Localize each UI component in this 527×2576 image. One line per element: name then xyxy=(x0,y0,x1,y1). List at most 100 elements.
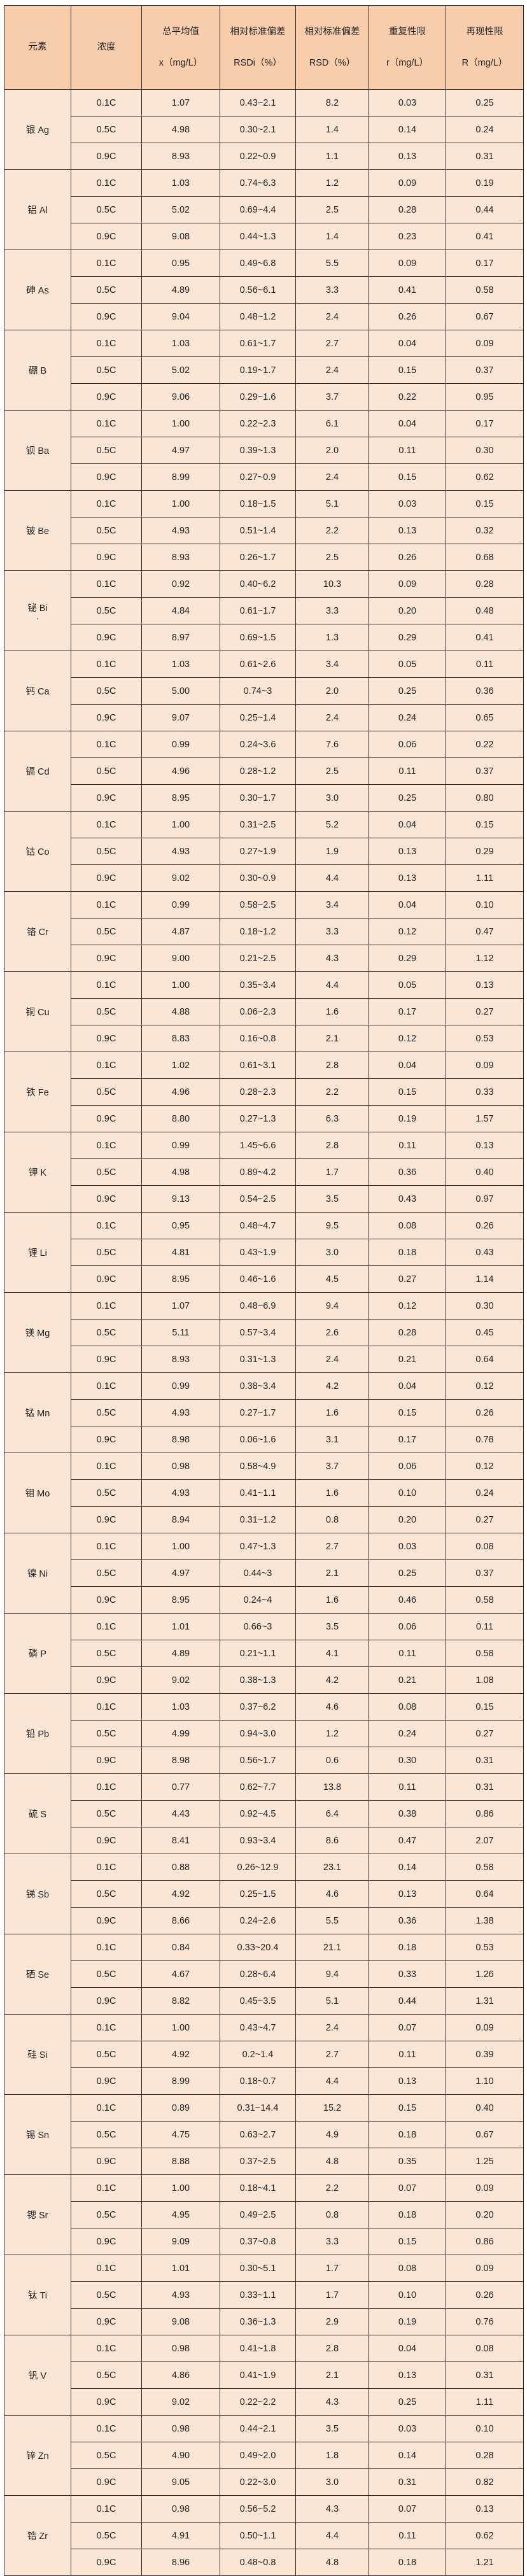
reproducibility-cell: 0.95 xyxy=(446,383,524,411)
concentration-cell: 0.1C xyxy=(71,2415,142,2442)
rsd-cell: 2.4 xyxy=(295,303,369,330)
repeatability-cell: 0.38 xyxy=(369,1800,446,1827)
table-row: 0.5C 4.92 0.2~1.4 2.7 0.11 0.39 xyxy=(4,2041,524,2068)
rsd-cell: 5.1 xyxy=(295,1987,369,2015)
mean-cell: 9.04 xyxy=(141,303,220,330)
reproducibility-cell: 0.08 xyxy=(446,2335,524,2362)
rsdi-cell: 0.31~1.2 xyxy=(220,1506,296,1533)
concentration-cell: 0.5C xyxy=(71,1880,142,1908)
element-cell: 铍 Be xyxy=(4,490,71,571)
rsdi-cell: 0.69~1.5 xyxy=(220,624,296,651)
concentration-cell: 0.9C xyxy=(71,1586,142,1614)
mean-cell: 4.90 xyxy=(141,2442,220,2469)
element-label: 铅 Pb xyxy=(25,1729,50,1740)
reproducibility-cell: 0.58 xyxy=(446,276,524,304)
concentration-cell: 0.1C xyxy=(71,1773,142,1801)
table-row: 0.9C 9.06 0.29~1.6 3.7 0.22 0.95 xyxy=(4,383,524,411)
mean-cell: 4.96 xyxy=(141,757,220,785)
element-label: 铋 Bi xyxy=(27,603,48,614)
reproducibility-cell: 0.13 xyxy=(446,1132,524,1159)
concentration-cell: 0.9C xyxy=(71,784,142,812)
mean-cell: 4.97 xyxy=(141,437,220,464)
precision-table: 元素 浓度 总平均值 x（mg/L） 相对标准偏差 RSDi（%） 相对标准偏差 RS… xyxy=(4,5,524,2576)
mean-cell: 4.98 xyxy=(141,116,220,143)
table-header-row: 元素 浓度 总平均值 x（mg/L） 相对标准偏差 RSDi（%） 相对标准偏差 RS… xyxy=(4,5,524,90)
rsd-cell: 1.9 xyxy=(295,838,369,865)
mean-cell: 5.02 xyxy=(141,356,220,384)
repeatability-cell: 0.23 xyxy=(369,223,446,250)
element-label: 铝 Al xyxy=(27,206,48,216)
rsd-cell: 4.4 xyxy=(295,864,369,892)
rsd-cell: 2.4 xyxy=(295,1346,369,1373)
element-label: 钛 Ti xyxy=(27,2291,48,2301)
mean-cell: 1.00 xyxy=(141,490,220,517)
repeatability-cell: 0.05 xyxy=(369,651,446,678)
mean-cell: 0.92 xyxy=(141,570,220,598)
repeatability-cell: 0.24 xyxy=(369,704,446,731)
rsdi-cell: 0.45~3.5 xyxy=(220,1987,296,2015)
concentration-cell: 0.5C xyxy=(71,918,142,945)
table-row: 硼 B 0.1C 1.03 0.61~1.7 2.7 0.04 0.09 xyxy=(4,330,524,411)
rsdi-cell: 0.56~6.1 xyxy=(220,276,296,304)
concentration-cell: 0.9C xyxy=(71,1827,142,1854)
element-cell: 铁 Fe xyxy=(4,1052,71,1132)
reproducibility-cell: 1.12 xyxy=(446,945,524,972)
concentration-cell: 0.9C xyxy=(71,1105,142,1132)
reproducibility-cell: 0.31 xyxy=(446,1747,524,1774)
rsdi-cell: 0.38~3.4 xyxy=(220,1372,296,1400)
rsdi-cell: 0.61~2.6 xyxy=(220,651,296,678)
mean-cell: 4.95 xyxy=(141,2201,220,2228)
reproducibility-cell: 1.11 xyxy=(446,864,524,892)
concentration-cell: 0.5C xyxy=(71,677,142,705)
table-row: 0.9C 8.98 0.06~1.6 3.1 0.17 0.78 xyxy=(4,1426,524,1453)
table-row: 0.5C 4.93 0.27~1.9 1.9 0.13 0.29 xyxy=(4,838,524,865)
mean-cell: 4.93 xyxy=(141,1399,220,1426)
rsd-cell: 2.0 xyxy=(295,677,369,705)
mean-cell: 0.98 xyxy=(141,2335,220,2362)
mean-cell: 4.88 xyxy=(141,998,220,1025)
rsd-cell: 2.9 xyxy=(295,2308,369,2335)
rsd-cell: 3.3 xyxy=(295,276,369,304)
reproducibility-cell: 0.36 xyxy=(446,677,524,705)
repeatability-cell: 0.12 xyxy=(369,1292,446,1320)
concentration-cell: 0.1C xyxy=(71,1693,142,1721)
element-cell: 锌 Zn xyxy=(4,2415,71,2496)
repeatability-cell: 0.06 xyxy=(369,1613,446,1640)
table-row: 0.9C 8.41 0.93~3.4 8.6 0.47 2.07 xyxy=(4,1827,524,1854)
table-row: 0.5C 4.88 0.06~2.3 1.6 0.17 0.27 xyxy=(4,998,524,1025)
mean-cell: 8.41 xyxy=(141,1827,220,1854)
reproducibility-cell: 0.30 xyxy=(446,1292,524,1320)
concentration-cell: 0.9C xyxy=(71,2228,142,2255)
concentration-cell: 0.9C xyxy=(71,383,142,411)
table-row: 0.9C 8.99 0.18~0.7 4.4 0.13 1.10 xyxy=(4,2067,524,2095)
element-cell: 铬 Cr xyxy=(4,891,71,972)
rsdi-cell: 0.49~2.5 xyxy=(220,2201,296,2228)
mean-cell: 8.80 xyxy=(141,1105,220,1132)
mean-cell: 4.67 xyxy=(141,1960,220,1988)
rsd-cell: 2.1 xyxy=(295,1559,369,1587)
rsd-cell: 3.7 xyxy=(295,383,369,411)
mean-cell: 0.89 xyxy=(141,2094,220,2122)
rsdi-cell: 0.24~2.6 xyxy=(220,1907,296,1934)
element-label: 锂 Li xyxy=(28,1248,47,1258)
table-row: 砷 As 0.1C 0.95 0.49~6.8 5.5 0.09 0.17 xyxy=(4,250,524,330)
element-cell: 镉 Cd xyxy=(4,731,71,812)
repeatability-cell: 0.26 xyxy=(369,544,446,571)
rsdi-cell: 0.66~3 xyxy=(220,1613,296,1640)
rsd-cell: 3.0 xyxy=(295,2468,369,2496)
table-row: 0.9C 8.80 0.27~1.3 6.3 0.19 1.57 xyxy=(4,1105,524,1132)
reproducibility-cell: 0.58 xyxy=(446,1854,524,1881)
rsd-cell: 6.4 xyxy=(295,1800,369,1827)
table-row: 0.5C 5.02 0.19~1.7 2.4 0.15 0.37 xyxy=(4,356,524,384)
rsd-cell: 9.4 xyxy=(295,1292,369,1320)
concentration-cell: 0.5C xyxy=(71,1078,142,1106)
mean-cell: 8.99 xyxy=(141,463,220,491)
rsd-cell: 2.8 xyxy=(295,1132,369,1159)
rsd-cell: 3.7 xyxy=(295,1453,369,1480)
mean-cell: 8.99 xyxy=(141,2067,220,2095)
rsd-cell: 15.2 xyxy=(295,2094,369,2122)
header-concentration: 浓度 xyxy=(71,5,142,90)
mean-cell: 1.00 xyxy=(141,410,220,437)
rsdi-cell: 0.94~3.0 xyxy=(220,1720,296,1747)
rsd-cell: 2.4 xyxy=(295,463,369,491)
